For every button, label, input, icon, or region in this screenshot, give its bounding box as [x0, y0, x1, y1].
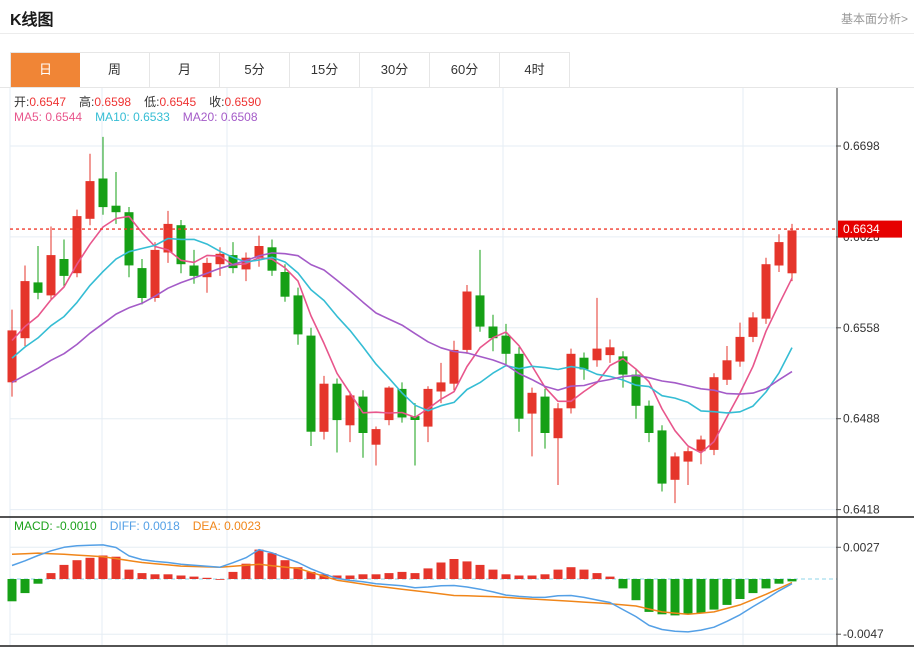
macd-value: MACD: -0.0010 [14, 519, 97, 533]
dea-value: DEA: 0.0023 [192, 519, 261, 533]
ma5-line [11, 215, 793, 454]
diff-line [11, 544, 793, 633]
tab-30min[interactable]: 30分 [360, 53, 430, 87]
tab-60min[interactable]: 60分 [430, 53, 500, 87]
close-label: 收: [209, 95, 225, 109]
ma-legend: MA5: 0.6544 MA10: 0.6533 MA20: 0.6508 [14, 110, 271, 124]
ma10-legend: MA10: 0.6533 [95, 110, 170, 124]
open-value: 0.6547 [29, 95, 67, 109]
svg-text:0.6634: 0.6634 [843, 222, 880, 236]
low-label: 低: [144, 95, 160, 109]
price-axis-label-3: 0.6418 [843, 503, 880, 517]
close-value: 0.6590 [224, 95, 262, 109]
macd-axis-label-1: -0.0047 [843, 627, 884, 641]
fundamental-analysis-link[interactable]: 基本面分析> [840, 12, 908, 26]
period-tabbar: 日 周 月 5分 15分 30分 60分 4时 [10, 52, 570, 88]
price-axis-label-0: 0.6698 [843, 139, 880, 153]
ohlc-legend: 开:0.6547 高:0.6598 低:0.6545 收:0.6590 [14, 93, 274, 110]
tab-15min[interactable]: 15分 [290, 53, 360, 87]
open-label: 开: [14, 95, 30, 109]
title-divider [0, 33, 914, 34]
low-value: 0.6545 [159, 95, 197, 109]
tabbar-divider [0, 87, 914, 88]
ma5-legend: MA5: 0.6544 [14, 110, 83, 124]
dea-line [11, 552, 793, 616]
macd-axis-label-0: 0.0027 [843, 540, 880, 554]
tab-4hour[interactable]: 4时 [500, 53, 569, 87]
ma10-line [11, 237, 793, 414]
macd-legend: MACD: -0.0010 DIFF: 0.0018 DEA: 0.0023 [14, 519, 274, 533]
price-axis-label-2: 0.6488 [843, 412, 880, 426]
tab-day[interactable]: 日 [11, 53, 80, 87]
candles-layer [7, 136, 797, 504]
tab-5min[interactable]: 5分 [220, 53, 290, 87]
macd-histogram [7, 549, 797, 616]
ma20-line [11, 252, 793, 395]
high-value: 0.6598 [94, 95, 132, 109]
tab-week[interactable]: 周 [80, 53, 150, 87]
ma20-legend: MA20: 0.6508 [182, 110, 258, 124]
tab-month[interactable]: 月 [150, 53, 220, 87]
diff-value: DIFF: 0.0018 [109, 519, 180, 533]
high-label: 高: [79, 95, 95, 109]
page-title: K线图 [10, 12, 54, 29]
current-price-badge: 0.6634 [838, 220, 902, 238]
price-axis-label-1: 0.6558 [843, 321, 880, 335]
